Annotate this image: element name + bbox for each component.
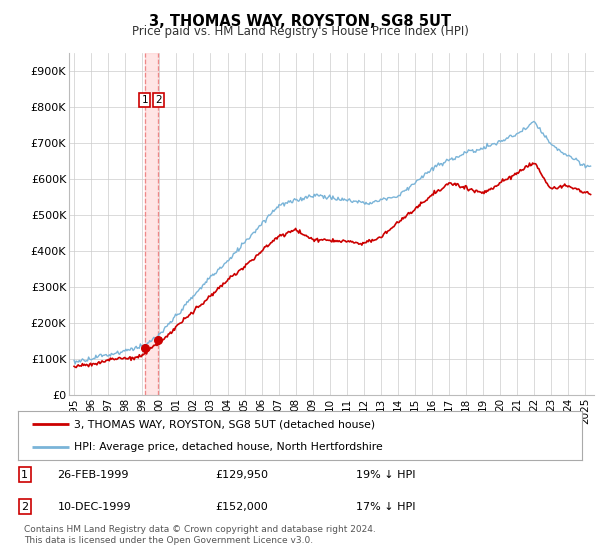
Text: 19% ↓ HPI: 19% ↓ HPI (356, 470, 416, 480)
Text: 17% ↓ HPI: 17% ↓ HPI (356, 502, 416, 512)
Text: 1: 1 (21, 470, 28, 480)
Text: 2: 2 (21, 502, 28, 512)
Text: 26-FEB-1999: 26-FEB-1999 (58, 470, 129, 480)
Text: 3, THOMAS WAY, ROYSTON, SG8 5UT: 3, THOMAS WAY, ROYSTON, SG8 5UT (149, 14, 451, 29)
Text: £152,000: £152,000 (215, 502, 268, 512)
Text: 1: 1 (142, 95, 148, 105)
Text: 3, THOMAS WAY, ROYSTON, SG8 5UT (detached house): 3, THOMAS WAY, ROYSTON, SG8 5UT (detache… (74, 419, 376, 430)
Text: £129,950: £129,950 (215, 470, 268, 480)
Text: 10-DEC-1999: 10-DEC-1999 (58, 502, 131, 512)
Text: 2: 2 (155, 95, 161, 105)
Text: Contains HM Land Registry data © Crown copyright and database right 2024.
This d: Contains HM Land Registry data © Crown c… (24, 525, 376, 545)
Text: HPI: Average price, detached house, North Hertfordshire: HPI: Average price, detached house, Nort… (74, 442, 383, 452)
Text: Price paid vs. HM Land Registry's House Price Index (HPI): Price paid vs. HM Land Registry's House … (131, 25, 469, 38)
Bar (145, 53, 158, 395)
